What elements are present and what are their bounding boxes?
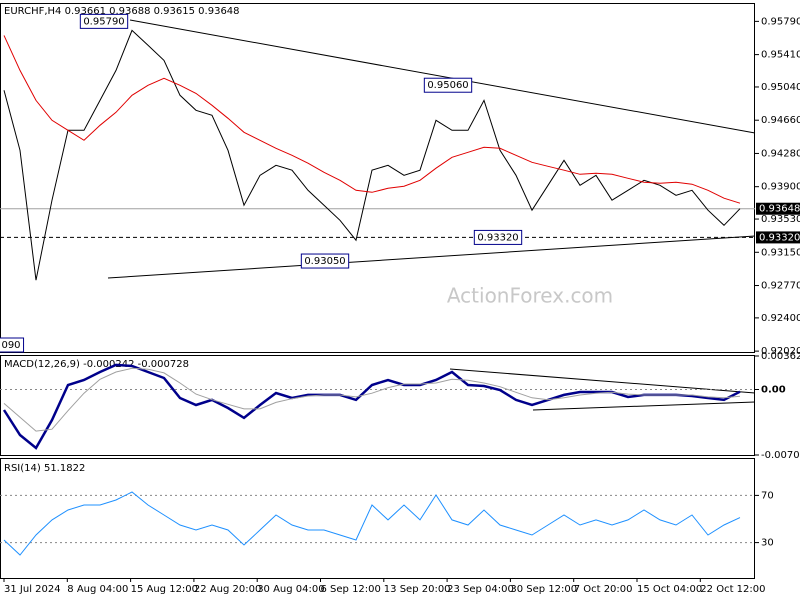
- x-tick-label: 15 Oct 04:00: [637, 584, 702, 595]
- x-tick-label: 13 Sep 20:00: [384, 584, 451, 595]
- trend-line: [129, 19, 756, 134]
- level-label-box: [756, 202, 800, 215]
- y-tick-label: 0.95790: [761, 16, 800, 27]
- y-tick-label: 0.93900: [761, 182, 800, 193]
- trend-line: [532, 401, 756, 411]
- y-tick-label: 0.93150: [761, 247, 800, 258]
- annotation-label: 0.93320: [477, 232, 518, 243]
- x-tick-label: 31 Jul 2024: [4, 584, 61, 595]
- x-tick-label: 30 Sep 12:00: [510, 584, 577, 595]
- rsi-panel: [0, 458, 755, 579]
- y-tick-label: 0.93530: [761, 214, 800, 225]
- x-tick-label: 22 Aug 20:00: [194, 584, 261, 595]
- y-tick-label: 70: [761, 490, 774, 501]
- level-label: 0.93648: [759, 204, 800, 215]
- annotation-label: 090: [1, 340, 20, 351]
- macd-panel: [0, 355, 755, 456]
- annotation-label: 0.95060: [427, 80, 468, 91]
- panel-title: RSI(14) 51.1822: [4, 463, 85, 474]
- x-tick-label: 8 Aug 04:00: [67, 584, 128, 595]
- y-tick-label: 0.94280: [761, 148, 800, 159]
- series-line: [2, 363, 741, 450]
- x-tick-label: 22 Oct 12:00: [700, 584, 765, 595]
- y-tick-label: 0.92020: [761, 346, 800, 357]
- y-tick-label: 0.95040: [761, 82, 800, 93]
- panel-title: MACD(12,26,9) -0.000242 -0.000728: [4, 359, 189, 370]
- series-line: [3, 35, 741, 204]
- level-label: 0.93320: [759, 232, 800, 243]
- annotation-box: [300, 253, 350, 269]
- watermark: ActionForex.com: [447, 284, 613, 308]
- series-line: [3, 491, 741, 556]
- level-label-box: [756, 231, 800, 244]
- x-tick-label: 6 Sep 12:00: [321, 584, 381, 595]
- annotation-box: [0, 337, 25, 353]
- x-tick-label: 30 Aug 04:00: [257, 584, 324, 595]
- trend-line: [449, 368, 756, 394]
- annotation-label: 0.95790: [83, 16, 124, 27]
- y-tick-label: 0.00: [761, 385, 786, 396]
- y-tick-label: 0.94660: [761, 115, 800, 126]
- annotation-box: [79, 13, 129, 29]
- price-panel: [0, 3, 755, 353]
- y-tick-label: 0.92400: [761, 313, 800, 324]
- trend-line: [107, 235, 756, 279]
- y-tick-label: 0.92770: [761, 281, 800, 292]
- y-tick-label: 0.003628: [761, 351, 800, 362]
- annotation-label: 0.93050: [304, 256, 345, 267]
- panel-title: EURCHF,H4 0.93661 0.93688 0.93615 0.9364…: [4, 6, 240, 17]
- x-tick-label: 15 Aug 12:00: [131, 584, 198, 595]
- y-tick-label: 0.95410: [761, 50, 800, 61]
- annotation-box: [423, 77, 473, 93]
- annotation-box: [473, 229, 523, 245]
- series-line: [3, 29, 741, 281]
- series-line: [3, 367, 741, 432]
- y-tick-label: -0.007093: [761, 450, 800, 461]
- x-tick-label: 7 Oct 20:00: [574, 584, 633, 595]
- x-tick-label: 23 Sep 04:00: [447, 584, 514, 595]
- y-tick-label: 30: [761, 538, 774, 549]
